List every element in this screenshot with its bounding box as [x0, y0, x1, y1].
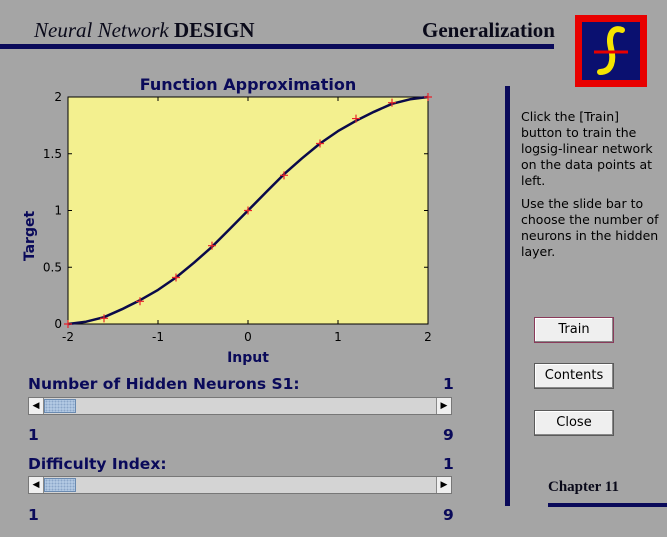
app-title-italic: Neural Network: [34, 18, 169, 42]
chart-title: Function Approximation: [139, 75, 357, 94]
x-axis-label: Input: [227, 350, 269, 366]
data-point-marker: [280, 171, 288, 180]
logo-background: [582, 22, 640, 80]
close-button[interactable]: Close: [534, 410, 614, 436]
y-tick-label: 0: [54, 317, 62, 331]
y-tick-label: 1: [54, 204, 62, 218]
app-title: Neural Network DESIGN: [34, 18, 255, 43]
data-point-marker: [388, 98, 396, 107]
data-point-marker: [316, 139, 324, 148]
difficulty-slider-label: Difficulty Index:: [28, 455, 167, 473]
data-point-marker: [100, 314, 108, 323]
neurons-slider[interactable]: ◀ ▶: [28, 397, 452, 415]
y-tick-label: 0.5: [43, 260, 62, 274]
y-tick-label: 1.5: [43, 147, 62, 161]
series-layer: [64, 93, 432, 328]
slider-right-arrow-icon[interactable]: ▶: [436, 398, 451, 414]
difficulty-slider-max: 9: [443, 506, 454, 524]
y-tick-label: 2: [54, 90, 62, 104]
header-divider: [0, 44, 554, 49]
slider-left-arrow-icon[interactable]: ◀: [29, 477, 44, 493]
neurons-slider-min: 1: [28, 426, 39, 444]
data-point-marker: [172, 273, 180, 282]
y-axis-label: Target: [22, 211, 38, 262]
data-point-marker: [352, 114, 360, 123]
contents-button[interactable]: Contents: [534, 363, 614, 389]
data-point-marker: [424, 93, 432, 101]
data-point-marker: [244, 206, 252, 215]
data-point-marker: [136, 297, 144, 306]
instructions-panel: Click the [Train] button to train the lo…: [521, 109, 661, 267]
axes: [67, 96, 429, 325]
x-tick-label: -1: [152, 330, 164, 344]
x-tick-label: 2: [424, 330, 432, 344]
chapter-label: Chapter 11: [548, 479, 619, 495]
difficulty-slider-min: 1: [28, 506, 39, 524]
section-title: Generalization: [422, 18, 555, 42]
data-point-marker: [208, 241, 216, 250]
script-f-logo-icon: [575, 15, 647, 87]
slider-right-arrow-icon[interactable]: ▶: [436, 477, 451, 493]
difficulty-slider[interactable]: ◀ ▶: [28, 476, 452, 494]
x-tick-label: 0: [244, 330, 252, 344]
difficulty-slider-value: 1: [443, 455, 454, 473]
instruction-slider: Use the slide bar to choose the number o…: [521, 196, 659, 259]
x-tick-label: 1: [334, 330, 342, 344]
x-tick-label: -2: [62, 330, 74, 344]
data-point-marker: [64, 320, 72, 328]
neurons-slider-thumb[interactable]: [44, 399, 76, 413]
neurons-slider-label: Number of Hidden Neurons S1:: [28, 375, 300, 393]
logo-glyph: [594, 26, 628, 75]
footer-divider: [548, 503, 667, 507]
neurons-slider-max: 9: [443, 426, 454, 444]
instruction-train: Click the [Train] button to train the lo…: [521, 109, 653, 188]
tick-labels: -2 -1 0 1 2 0 0.5 1 1.5 2: [43, 90, 432, 344]
slider-left-arrow-icon[interactable]: ◀: [29, 398, 44, 414]
difficulty-slider-thumb[interactable]: [44, 478, 76, 492]
function-approximation-chart: -2 -1 0 1 2 0 0.5 1 1.5 2 Input Target: [22, 90, 432, 366]
train-button[interactable]: Train: [534, 317, 614, 343]
vertical-divider: [505, 86, 510, 506]
app-title-bold: DESIGN: [174, 18, 255, 42]
neurons-slider-value: 1: [443, 375, 454, 393]
